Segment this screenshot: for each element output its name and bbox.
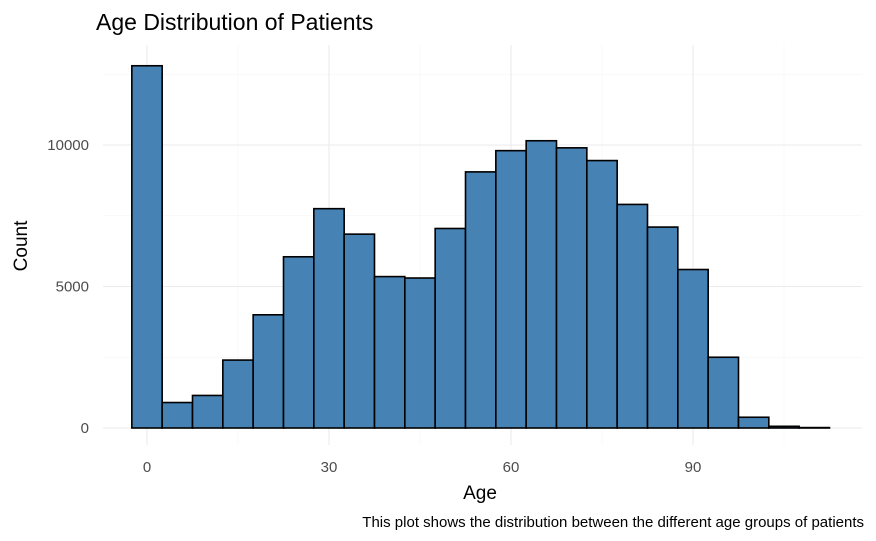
histogram-bar [282, 255, 315, 429]
y-tick-label: 5000 [56, 279, 89, 296]
x-tick-label: 90 [685, 459, 702, 476]
histogram-bar [707, 356, 740, 429]
histogram-bar [191, 394, 224, 429]
histogram-bar [464, 171, 497, 429]
histogram-bar [222, 359, 254, 429]
x-axis-title: Age [463, 483, 497, 504]
histogram-bar [343, 233, 376, 429]
histogram-bar [252, 313, 285, 429]
chart-title: Age Distribution of Patients [96, 9, 373, 35]
histogram-bar [616, 203, 649, 429]
y-tick-label: 10000 [47, 137, 89, 154]
histogram-bar [768, 425, 800, 429]
histogram-bar [646, 226, 679, 429]
y-axis-title: Count [11, 220, 32, 271]
x-axis-ticks: 0 30 60 90 [143, 459, 702, 476]
y-axis-ticks: 0 5000 10000 [47, 137, 89, 437]
bars [131, 64, 831, 429]
histogram-bar [677, 268, 709, 429]
x-tick-label: 0 [143, 459, 151, 476]
histogram-bar [586, 159, 618, 429]
histogram-bar [555, 147, 588, 429]
histogram-bar [131, 64, 163, 429]
histogram-bar [404, 277, 436, 429]
histogram-bar [313, 207, 345, 429]
y-tick-label: 0 [81, 420, 89, 437]
histogram-bar [737, 416, 770, 429]
x-tick-label: 60 [503, 459, 520, 476]
histogram-bar [525, 139, 558, 429]
histogram-bar [495, 149, 527, 429]
histogram-bar [161, 401, 194, 429]
histogram-bar [373, 275, 406, 429]
x-tick-label: 30 [321, 459, 338, 476]
histogram-bar [434, 227, 467, 429]
chart-caption: This plot shows the distribution between… [362, 514, 864, 531]
